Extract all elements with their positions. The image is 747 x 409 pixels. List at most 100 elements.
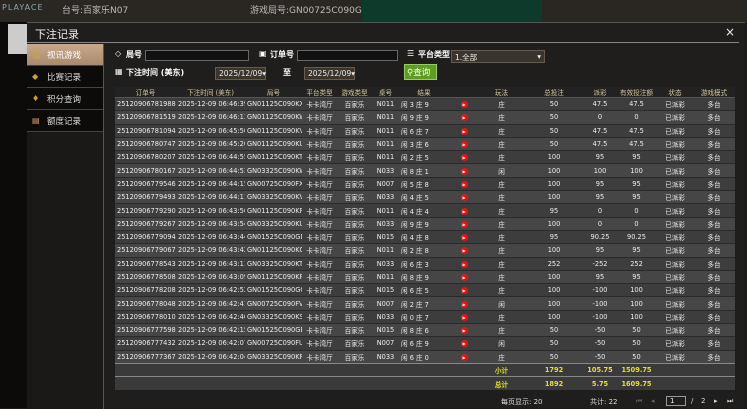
play-video-icon[interactable]: ▶ bbox=[460, 260, 468, 268]
date-from-select[interactable]: 2025/12/09▾ bbox=[215, 67, 266, 80]
replay-cell[interactable]: ▶ bbox=[449, 96, 479, 111]
table-row: 251209067790941 2025-12-09 06:43:44 GN0152… bbox=[115, 229, 735, 244]
play-video-icon[interactable]: ▶ bbox=[460, 141, 468, 149]
result: 闲 6 庄 5 bbox=[399, 283, 449, 297]
date-to-select[interactable]: 2025/12/09▾ bbox=[304, 67, 355, 80]
play-video-icon[interactable]: ▶ bbox=[460, 167, 468, 175]
platform: 卡卡湾厅 bbox=[302, 229, 337, 244]
replay-cell[interactable]: ▶ bbox=[449, 269, 479, 284]
column-header: 派彩 bbox=[584, 87, 616, 98]
valid-bet: 252 bbox=[616, 256, 657, 271]
valid-bet: 95 bbox=[616, 176, 657, 191]
result: 闲 2 庄 7 bbox=[399, 296, 449, 311]
replay-cell[interactable]: ▶ bbox=[449, 309, 479, 324]
play-video-icon[interactable]: ▶ bbox=[460, 234, 468, 242]
play-video-icon[interactable]: ▶ bbox=[460, 300, 468, 308]
order-input[interactable] bbox=[297, 50, 398, 61]
replay-cell[interactable]: ▶ bbox=[449, 216, 479, 231]
first-page-icon[interactable]: ⏮ bbox=[636, 397, 643, 405]
play-video-icon[interactable]: ▶ bbox=[460, 154, 468, 162]
play-video-icon[interactable]: ▶ bbox=[460, 287, 468, 295]
platform-select[interactable]: 1.全部 ▾ bbox=[451, 50, 545, 63]
round-no: GN03325C090KW bbox=[245, 163, 302, 178]
table-row: 251209067794935 2025-12-09 06:44:11 GN0332… bbox=[115, 190, 735, 204]
status: 已派彩 bbox=[657, 243, 693, 258]
replay-cell[interactable]: ▶ bbox=[449, 229, 479, 244]
total-payout: 5.75 bbox=[584, 376, 616, 391]
valid-bet: 47.5 bbox=[616, 123, 657, 138]
total-bet: 100 bbox=[524, 176, 584, 191]
order-label: 订单号 bbox=[270, 50, 294, 59]
valid-bet: 100 bbox=[616, 296, 657, 311]
round-no: GN00725C090FV bbox=[245, 296, 302, 311]
next-page-icon[interactable]: ▸ bbox=[714, 397, 718, 405]
replay-cell[interactable]: ▶ bbox=[449, 283, 479, 297]
replay-cell[interactable]: ▶ bbox=[449, 323, 479, 337]
query-button[interactable]: ⚲查询 bbox=[404, 64, 437, 80]
replay-cell[interactable]: ▶ bbox=[449, 176, 479, 191]
prev-page-icon[interactable]: ◂ bbox=[651, 397, 655, 405]
replay-cell[interactable]: ▶ bbox=[449, 203, 479, 218]
play-video-icon[interactable]: ▶ bbox=[460, 101, 468, 109]
divider bbox=[27, 42, 739, 43]
column-header: 玩法 bbox=[479, 87, 524, 98]
platform: 卡卡湾厅 bbox=[302, 123, 337, 138]
page-input[interactable]: 1 bbox=[666, 396, 686, 406]
replay-cell[interactable]: ▶ bbox=[449, 190, 479, 204]
empty-cell bbox=[399, 362, 449, 377]
play-video-icon[interactable]: ▶ bbox=[460, 127, 468, 135]
game-type: 百家乐 bbox=[337, 136, 372, 151]
play-video-icon[interactable]: ▶ bbox=[460, 220, 468, 228]
replay-cell[interactable]: ▶ bbox=[449, 110, 479, 125]
replay-cell[interactable]: ▶ bbox=[449, 349, 479, 364]
replay-cell[interactable]: ▶ bbox=[449, 336, 479, 351]
play-video-icon[interactable]: ▶ bbox=[460, 274, 468, 281]
platform: 卡卡湾厅 bbox=[302, 176, 337, 191]
play-video-icon[interactable]: ▶ bbox=[460, 114, 468, 122]
column-header: 有效投注额 bbox=[616, 87, 657, 98]
sidebar-item-credit-records[interactable]: ▤ 额度记录 bbox=[27, 110, 103, 132]
play-video-icon[interactable]: ▶ bbox=[460, 180, 468, 188]
platform: 卡卡湾厅 bbox=[302, 283, 337, 297]
round-input[interactable] bbox=[145, 50, 249, 61]
total-bet: 50 bbox=[524, 323, 584, 337]
play-type: 庄 bbox=[479, 123, 524, 138]
replay-cell[interactable]: ▶ bbox=[449, 150, 479, 164]
play-video-icon[interactable]: ▶ bbox=[460, 340, 468, 348]
payout: -252 bbox=[584, 256, 616, 271]
close-icon[interactable]: × bbox=[724, 25, 735, 39]
round-no: GN03325C090KS bbox=[245, 309, 302, 324]
status: 已派彩 bbox=[657, 136, 693, 151]
replay-cell[interactable]: ▶ bbox=[449, 296, 479, 311]
play-video-icon[interactable]: ▶ bbox=[460, 313, 468, 321]
payout: 47.5 bbox=[584, 136, 616, 151]
replay-cell[interactable]: ▶ bbox=[449, 256, 479, 271]
play-video-icon[interactable]: ▶ bbox=[460, 207, 468, 215]
valid-bet: 0 bbox=[616, 216, 657, 231]
total-label: 总计 bbox=[479, 376, 524, 391]
game-mode: 多台 bbox=[693, 243, 735, 258]
replay-cell[interactable]: ▶ bbox=[449, 136, 479, 151]
sidebar-item-points[interactable]: ♦ 积分查询 bbox=[27, 88, 103, 110]
table-row: 251209067773674 2025-12-09 06:42:04 GN0332… bbox=[115, 349, 735, 364]
sidebar-item-match-records[interactable]: ◆ 比赛记录 bbox=[27, 66, 103, 88]
replay-cell[interactable]: ▶ bbox=[449, 123, 479, 138]
bet-time: 2025-12-09 06:42:04 bbox=[176, 349, 245, 364]
last-page-icon[interactable]: ⏭ bbox=[727, 397, 734, 405]
sidebar-item-label: 额度记录 bbox=[47, 116, 82, 127]
play-video-icon[interactable]: ▶ bbox=[460, 327, 468, 335]
order-no: 251209067780102 bbox=[115, 309, 176, 324]
table-row: 251209067792901 2025-12-09 06:43:56 GN0112… bbox=[115, 203, 735, 218]
replay-cell[interactable]: ▶ bbox=[449, 243, 479, 258]
play-video-icon[interactable]: ▶ bbox=[460, 247, 468, 255]
play-video-icon[interactable]: ▶ bbox=[460, 353, 468, 361]
sidebar-item-live-games[interactable]: 🂡 视讯游戏 bbox=[27, 44, 103, 66]
result: 闲 8 庄 6 bbox=[399, 323, 449, 337]
order-no: 251209067815199 bbox=[115, 110, 176, 125]
status: 已派彩 bbox=[657, 163, 693, 178]
subtotal-payout: 105.75 bbox=[584, 362, 616, 377]
order-no: 251209067780480 bbox=[115, 296, 176, 311]
replay-cell[interactable]: ▶ bbox=[449, 163, 479, 178]
play-video-icon[interactable]: ▶ bbox=[460, 194, 468, 202]
valid-bet: 50 bbox=[616, 323, 657, 337]
